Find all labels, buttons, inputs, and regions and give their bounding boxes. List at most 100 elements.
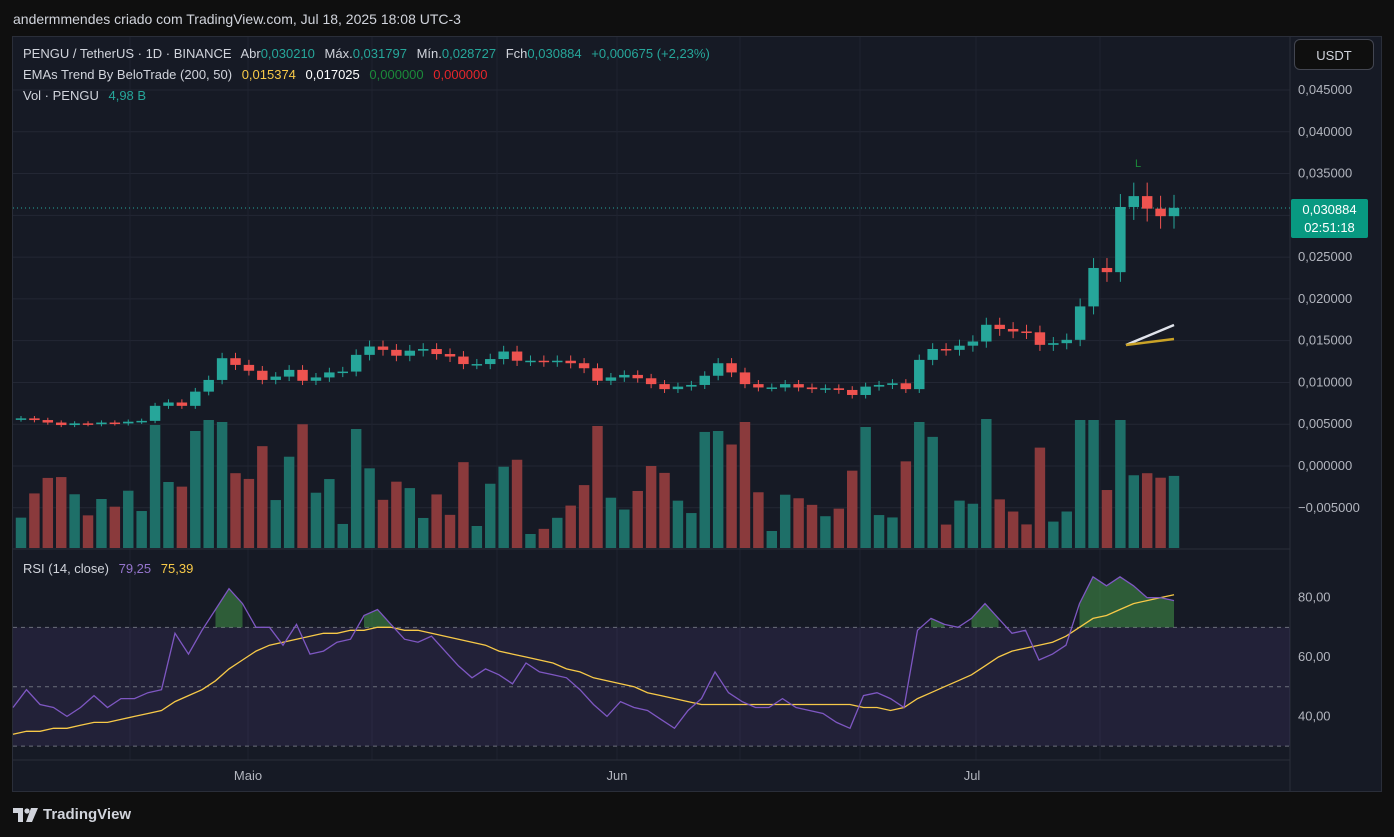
volume-bar xyxy=(820,516,831,548)
rsi-overbought-fill xyxy=(1079,576,1174,628)
candle-body xyxy=(873,384,885,387)
volume-bar xyxy=(163,482,174,548)
rsi-legend[interactable]: RSI (14, close) 79,25 75,39 xyxy=(23,561,199,576)
volume-bar xyxy=(967,503,979,548)
ema-fast-segment xyxy=(1125,323,1175,347)
candle-body xyxy=(1115,206,1126,273)
candle-body xyxy=(15,418,27,420)
volume-bar xyxy=(431,494,442,548)
volume-bar xyxy=(364,468,375,548)
candle-body xyxy=(270,376,281,380)
volume-bar xyxy=(873,515,885,548)
volume-name: Vol · PENGU xyxy=(23,88,99,103)
volume-bar xyxy=(833,508,845,548)
volume-bar xyxy=(779,494,791,548)
price-axis-label: 0,005000 xyxy=(1298,416,1352,431)
candle-body xyxy=(645,378,657,385)
candle-body xyxy=(1048,343,1059,345)
candle-body xyxy=(954,345,965,350)
tradingview-logo[interactable]: TradingView xyxy=(13,806,131,823)
volume-legend[interactable]: Vol · PENGU 4,98 B xyxy=(23,88,152,103)
tradingview-logo-icon xyxy=(13,807,38,822)
time-axis-label: Jul xyxy=(964,768,981,783)
volume-bar xyxy=(1007,511,1019,548)
ema-value-3: 0,000000 xyxy=(369,67,424,82)
volume-bar xyxy=(42,477,54,548)
high-value: 0,031797 xyxy=(352,46,407,61)
rsi-ma-line xyxy=(12,594,1175,735)
current-price-tag: 0,030884 02:51:18 xyxy=(1291,199,1368,238)
candle-body xyxy=(42,420,54,423)
candle-body xyxy=(779,384,791,388)
change-value: +0,000675 (+2,23%) xyxy=(591,46,710,61)
volume-bar xyxy=(257,446,268,548)
price-grid xyxy=(13,37,1290,760)
volume-bar xyxy=(230,473,241,548)
volume-bar xyxy=(552,517,563,548)
volume-bar xyxy=(860,427,871,548)
price-axis-label: 0,025000 xyxy=(1298,249,1352,264)
candle-body xyxy=(659,384,670,390)
candle-body xyxy=(820,388,831,390)
rsi-overbought-fill xyxy=(215,588,243,628)
ema-legend[interactable]: EMAs Trend By BeloTrade (200, 50) 0,0153… xyxy=(23,67,494,82)
candle-body xyxy=(726,363,737,373)
volume-bar xyxy=(605,497,617,548)
volume-bar xyxy=(203,420,214,548)
volume-bar xyxy=(498,466,509,548)
volume-bar xyxy=(404,488,416,548)
candle-body xyxy=(1128,196,1140,207)
candle-body xyxy=(471,364,483,366)
candle-body xyxy=(847,389,858,395)
candle-body xyxy=(739,372,751,385)
volume-bar xyxy=(377,499,389,548)
candle-body xyxy=(257,370,268,380)
candle-body xyxy=(163,402,174,406)
symbol-legend[interactable]: PENGU / TetherUS · 1D · BINANCE Abr0,030… xyxy=(23,46,716,61)
volume-bar xyxy=(96,499,107,548)
candle-body xyxy=(283,369,295,377)
volume-bar xyxy=(109,506,121,548)
time-axis-label: Maio xyxy=(234,768,262,783)
candle-body xyxy=(592,368,603,381)
volume-bar xyxy=(149,425,161,548)
volume-bar xyxy=(994,499,1005,548)
currency-button[interactable]: USDT xyxy=(1294,39,1374,70)
volume-bar xyxy=(69,494,80,548)
chart-frame[interactable] xyxy=(12,36,1382,792)
volume-bar xyxy=(324,479,335,548)
volume-bar xyxy=(686,513,697,548)
volume-bar xyxy=(176,486,188,548)
candle-body xyxy=(82,423,94,425)
candle-body xyxy=(1141,196,1153,209)
candle-body xyxy=(123,421,134,424)
ema-value-1: 0,015374 xyxy=(241,67,296,82)
bottom-bar xyxy=(0,795,1394,837)
candle-body xyxy=(967,341,979,346)
volume-bar xyxy=(525,534,536,548)
volume-bar xyxy=(659,472,670,548)
volume-bar xyxy=(914,422,925,548)
volume-bar xyxy=(310,492,322,548)
volume-bar xyxy=(726,444,737,548)
candle-body xyxy=(793,384,804,388)
volume-bar xyxy=(55,477,67,548)
volume-bar xyxy=(82,515,94,548)
rsi-name: RSI (14, close) xyxy=(23,561,109,576)
price-axis-label: 0,035000 xyxy=(1298,166,1352,181)
volume-bar xyxy=(1115,420,1126,548)
price-axis-label: 0,015000 xyxy=(1298,333,1352,348)
bar-countdown: 02:51:18 xyxy=(1304,220,1355,235)
rsi-overbought-fill xyxy=(931,618,945,628)
low-label: Mín. xyxy=(416,46,442,61)
candle-body xyxy=(766,387,778,389)
candle-body xyxy=(149,405,161,421)
candle-body xyxy=(712,363,724,376)
volume-bar xyxy=(806,504,818,548)
open-value: 0,030210 xyxy=(260,46,315,61)
open-label: Abr xyxy=(240,46,261,61)
candle-body xyxy=(458,356,469,365)
volume-bar xyxy=(1074,420,1086,548)
candle-body xyxy=(1061,339,1072,344)
